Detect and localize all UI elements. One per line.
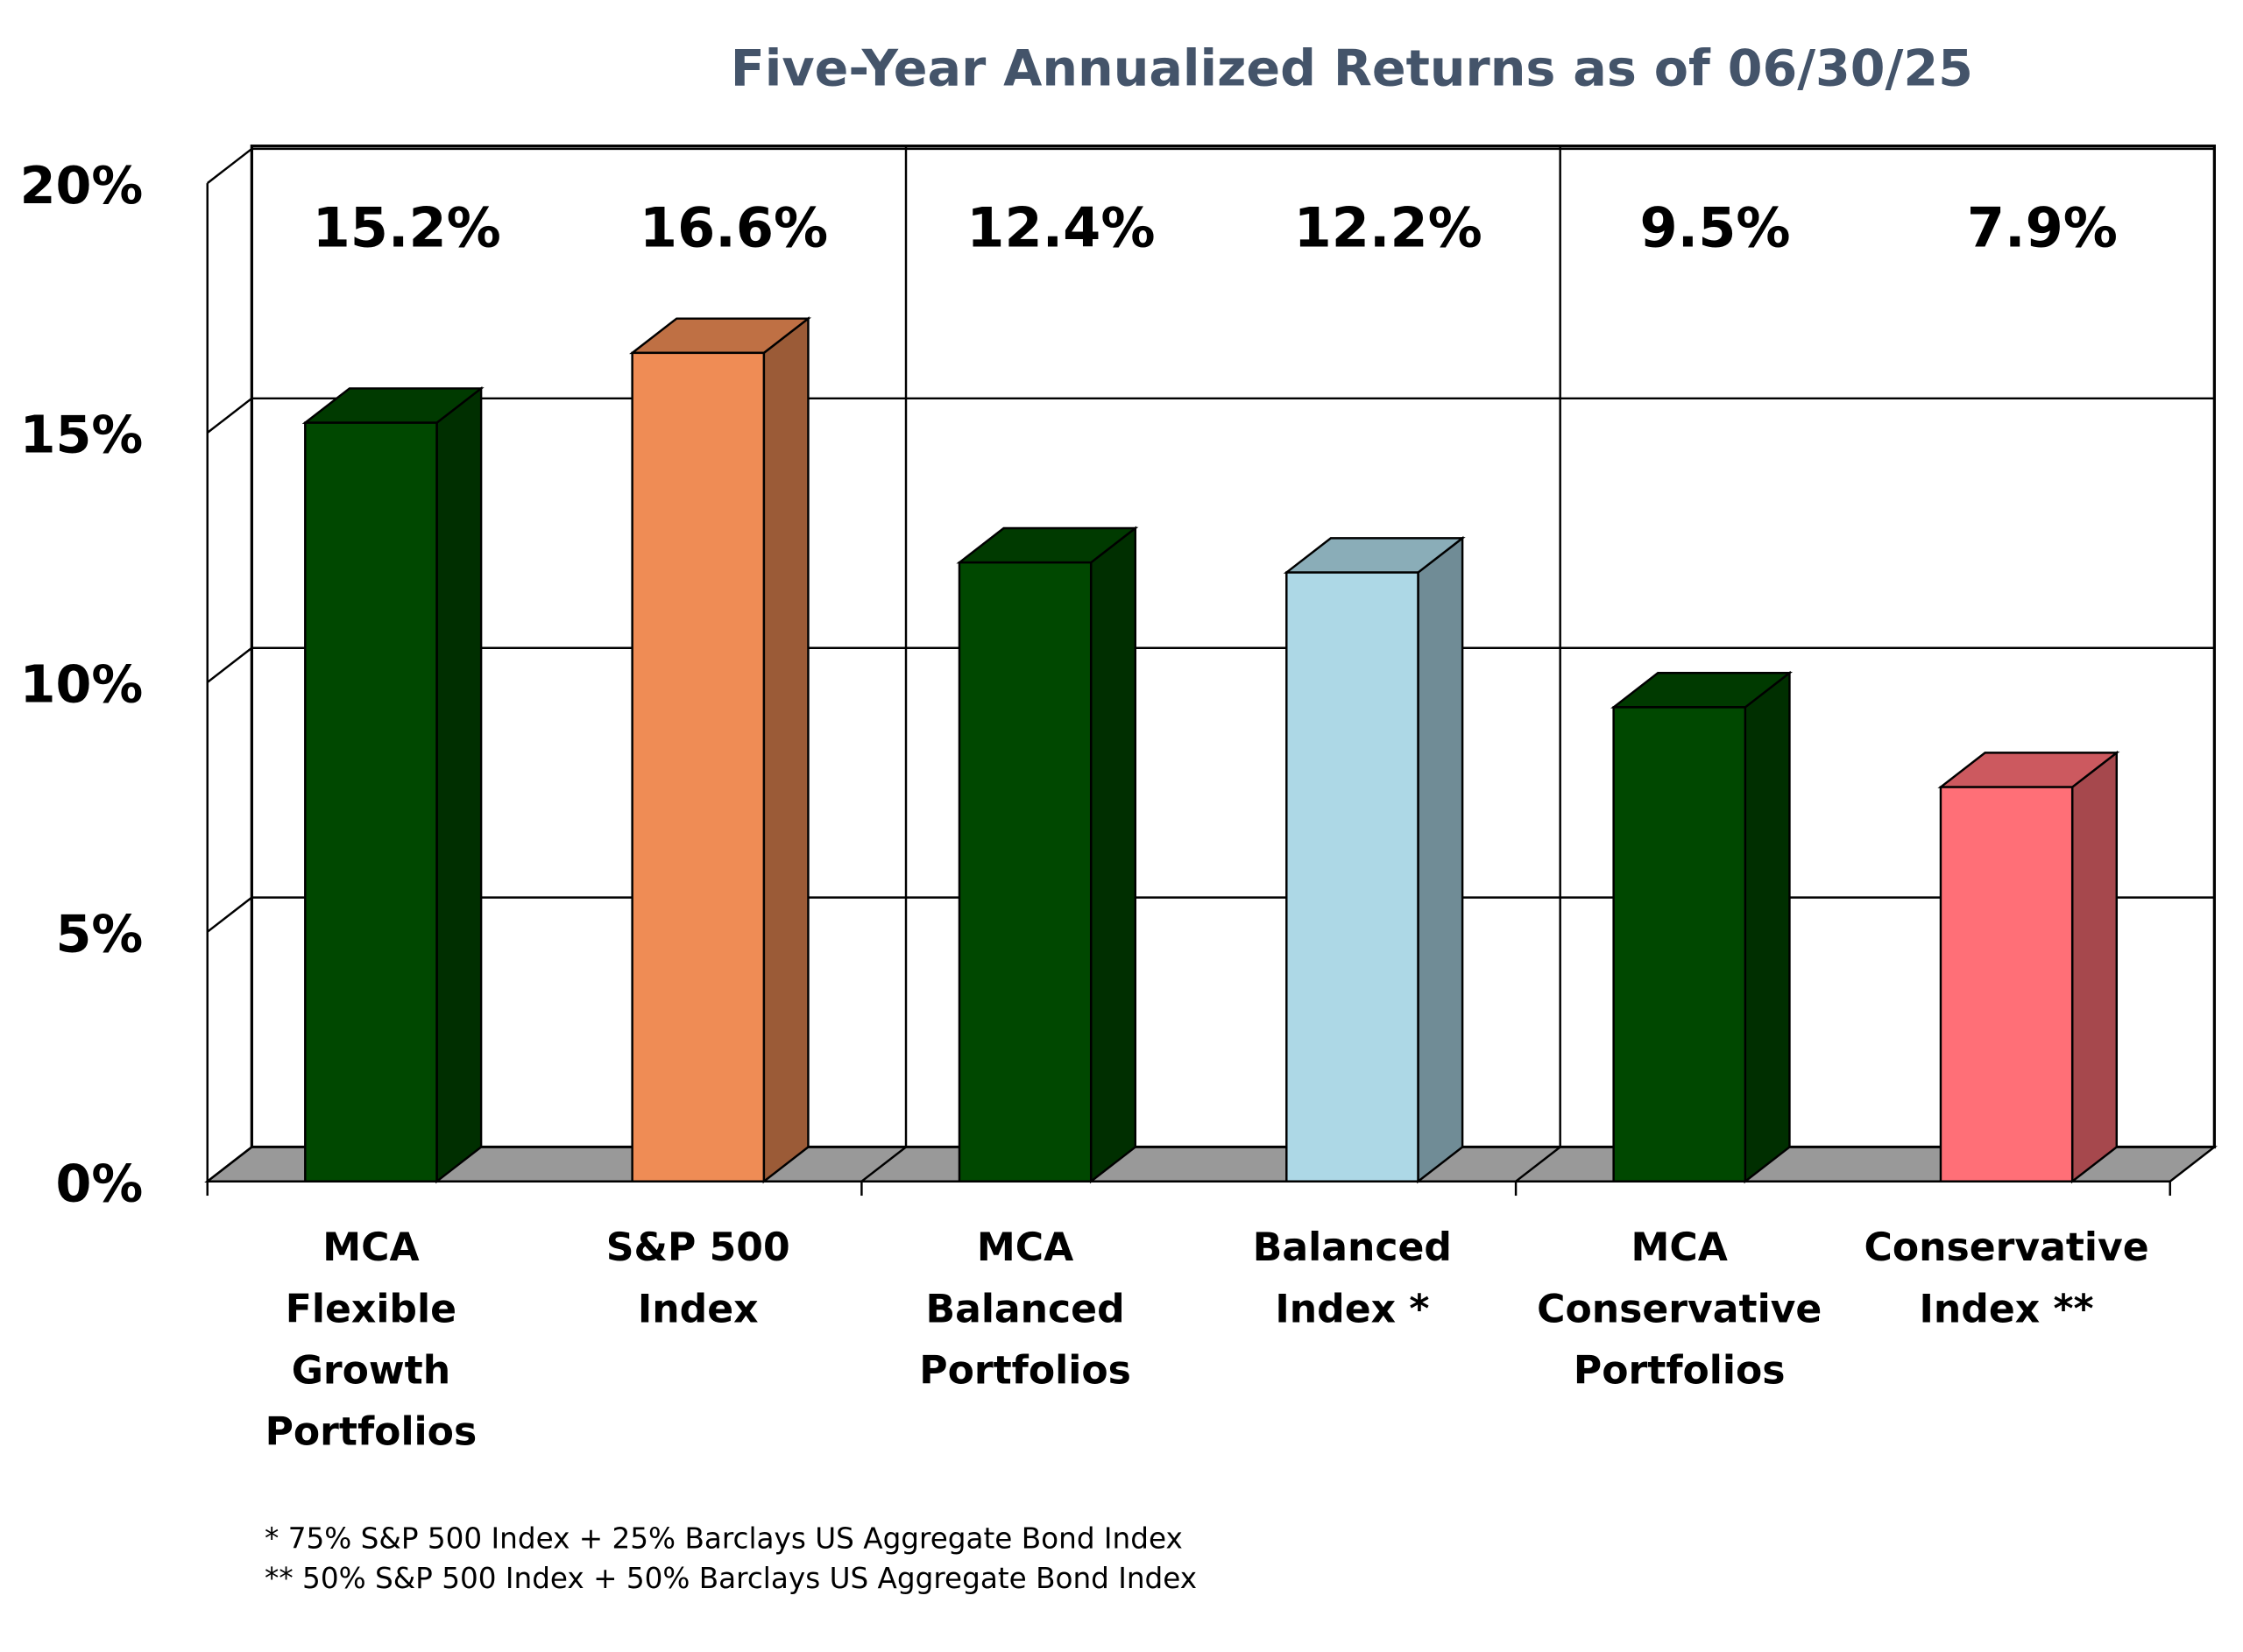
tick-mark: [206, 397, 253, 434]
x-tick-label: MCA Balanced Portfolios: [919, 1225, 1131, 1393]
x-tick-label: Balanced Index *: [1253, 1225, 1452, 1331]
footnote: ** 50% S&P 500 Index + 50% Barclays US A…: [265, 1562, 1197, 1595]
bar-front: [631, 351, 766, 1183]
bar: [1610, 670, 1794, 1184]
y-tick-label: 0%: [55, 1153, 143, 1213]
tick-mark: [206, 1146, 253, 1183]
chart-title: Five-Year Annualized Returns as of 06/30…: [731, 39, 1973, 97]
tick-mark: [206, 896, 253, 933]
floor: [204, 1146, 2218, 1183]
value-label: 9.5%: [1640, 196, 1791, 260]
bar: [956, 526, 1139, 1184]
bar-side: [1744, 670, 1791, 1184]
back-wall: [250, 145, 2216, 1149]
x-tick-label: MCA Flexible Growth Portfolios: [265, 1225, 478, 1455]
bar-side: [435, 385, 483, 1184]
bar: [301, 385, 485, 1184]
bar-front: [1612, 706, 1747, 1183]
x-tick-label: MCA Conservative Portfolios: [1537, 1225, 1822, 1393]
y-tick-label: 20%: [20, 155, 144, 215]
bar: [629, 316, 812, 1184]
group-divider: [860, 1146, 907, 1183]
y-tick-label: 10%: [20, 654, 144, 715]
bar: [1283, 535, 1466, 1184]
bar: [1937, 750, 2120, 1184]
bar-front: [1285, 571, 1419, 1183]
value-label: 16.6%: [640, 196, 828, 260]
value-label: 15.2%: [313, 196, 501, 260]
x-tick-label: Conservative Index **: [1864, 1225, 2148, 1331]
bar-side: [1417, 535, 1464, 1184]
value-label: 12.2%: [1294, 196, 1482, 260]
group-divider: [1515, 1146, 1561, 1183]
bar-side: [762, 316, 810, 1184]
bar-front: [1939, 786, 2074, 1183]
bar-front: [304, 421, 438, 1183]
tick-mark: [206, 646, 253, 683]
value-label: 7.9%: [1967, 196, 2118, 260]
x-tick-label: S&P 500 Index: [606, 1225, 790, 1331]
value-label: 12.4%: [966, 196, 1155, 260]
bar-side: [1089, 526, 1137, 1184]
bar-side: [2070, 750, 2119, 1184]
bar-front: [958, 561, 1093, 1183]
y-tick-label: 15%: [20, 405, 144, 465]
footnote: * 75% S&P 500 Index + 25% Barclays US Ag…: [265, 1522, 1183, 1556]
y-tick-label: 5%: [55, 903, 143, 964]
tick-mark: [206, 147, 253, 185]
